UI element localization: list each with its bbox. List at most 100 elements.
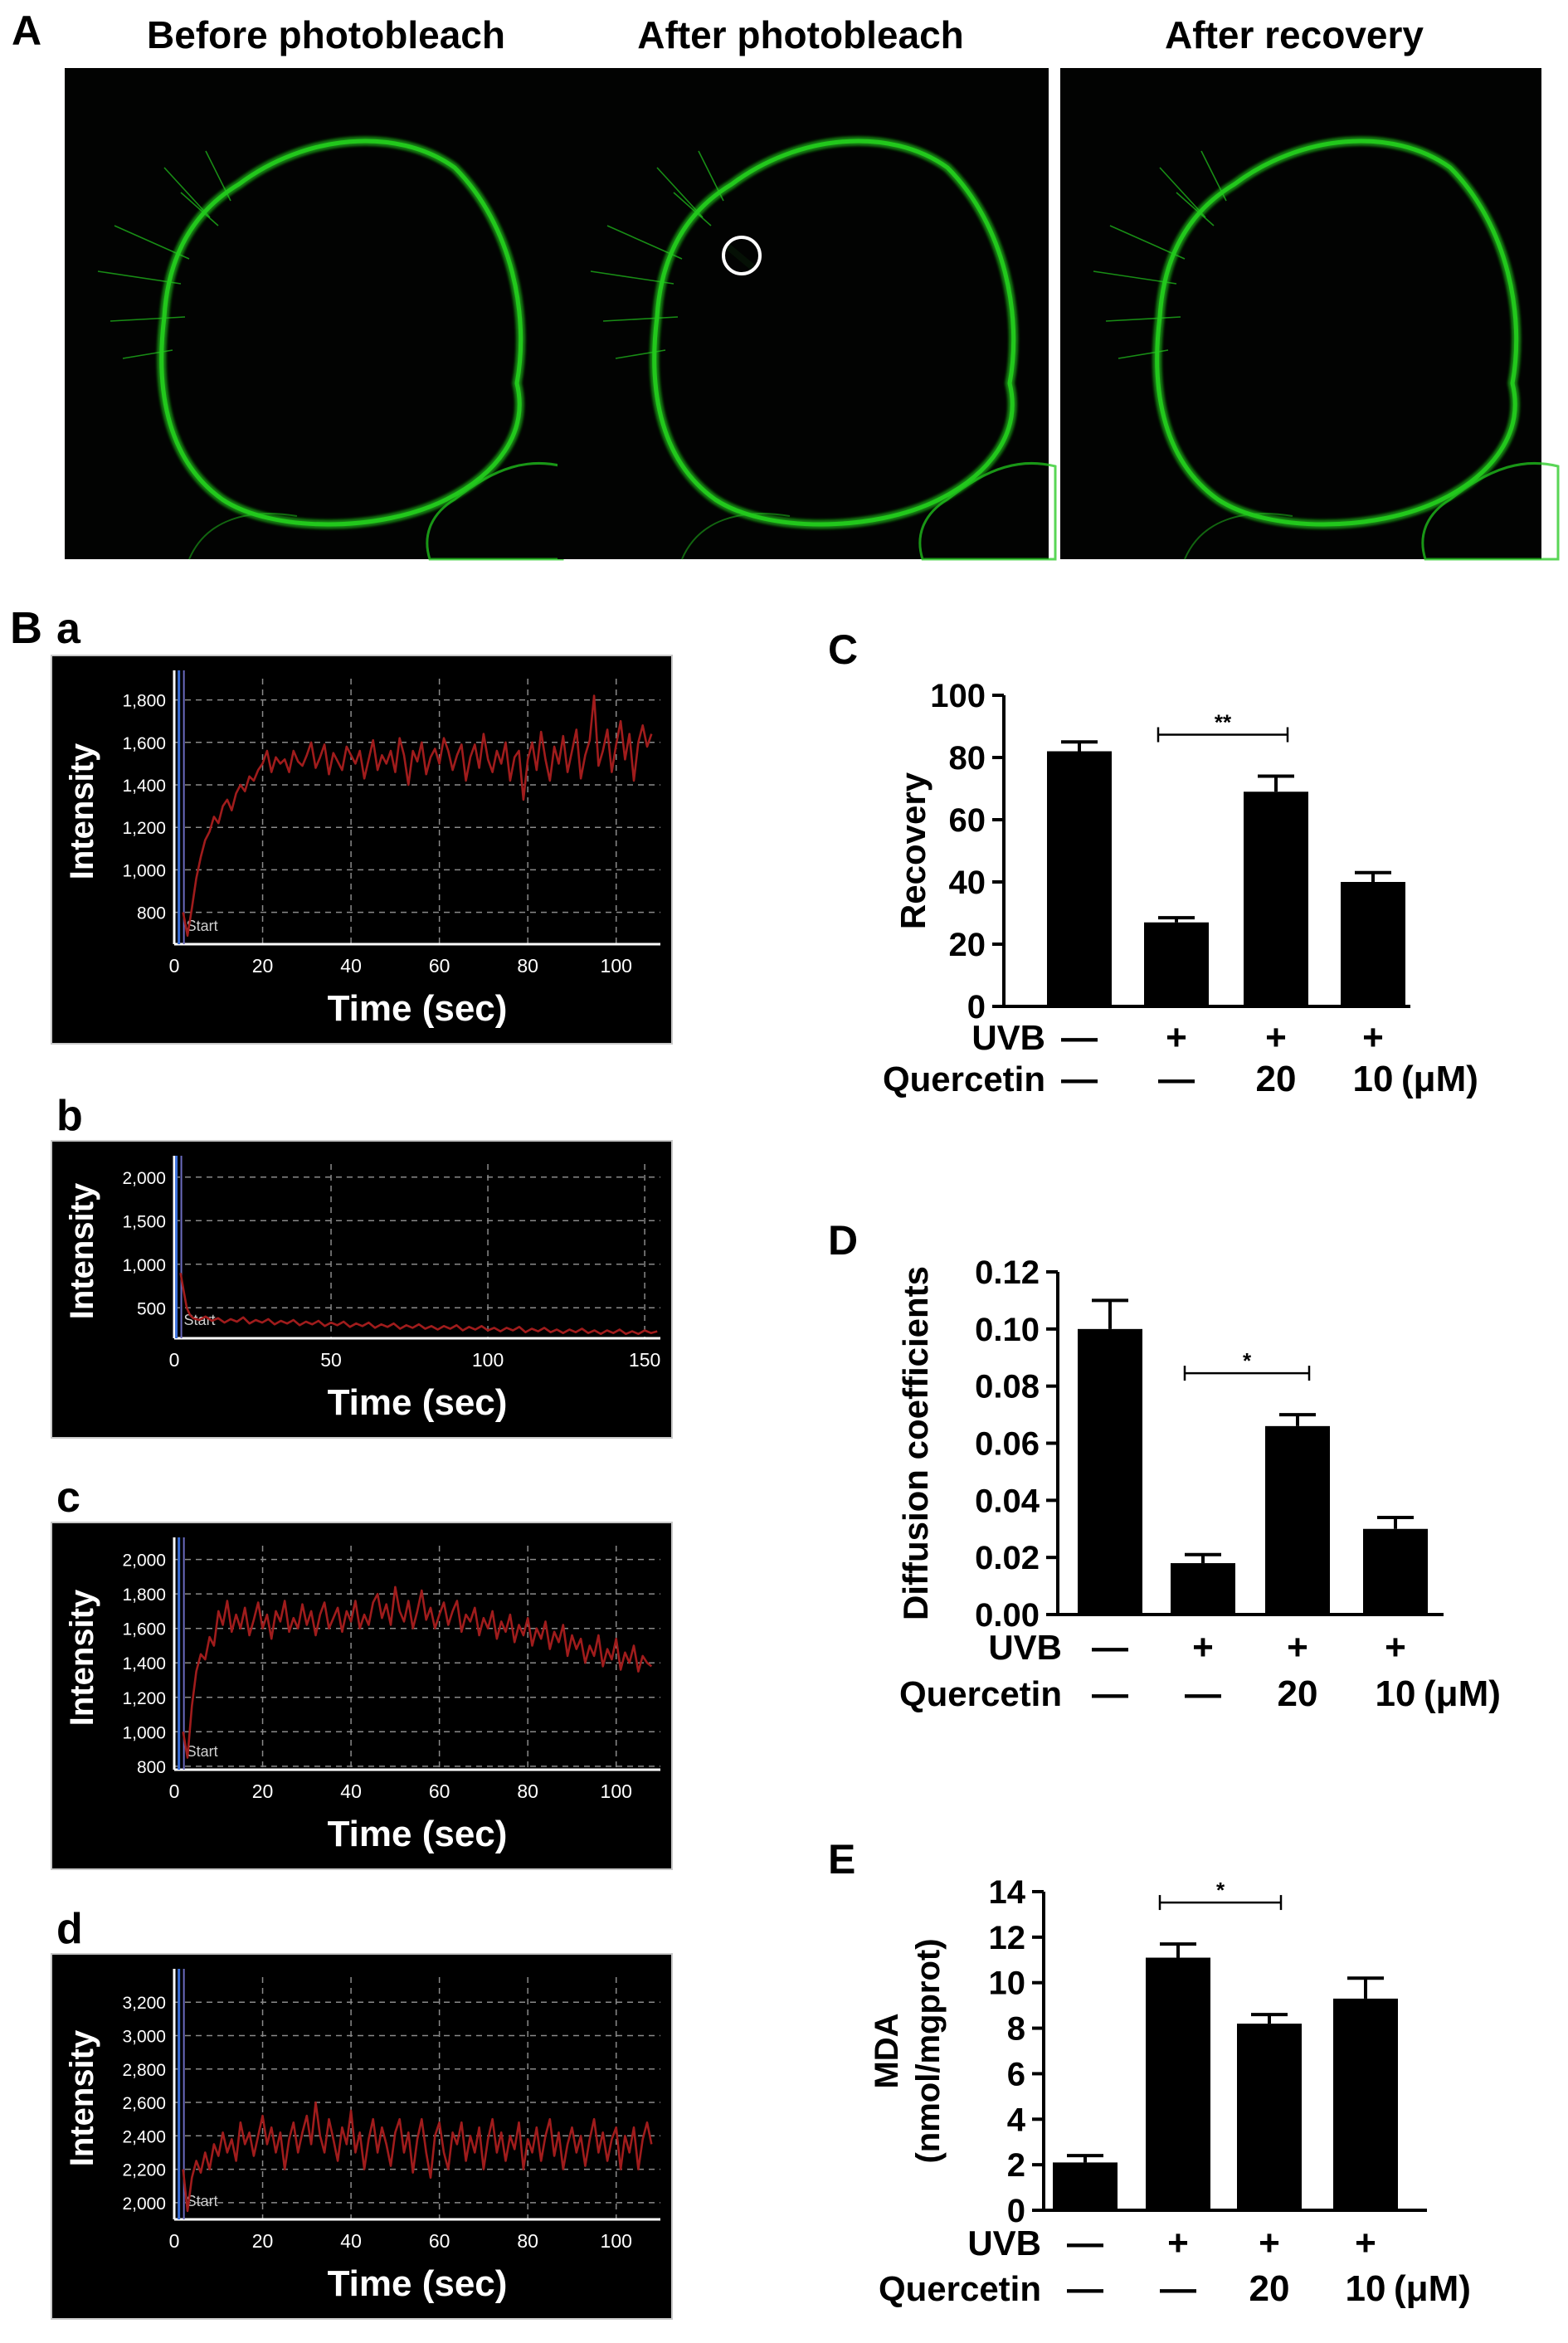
x-tick-label: 20 bbox=[252, 1780, 274, 1802]
x-tick-label: 0 bbox=[169, 2230, 180, 2252]
x-tick-label: 80 bbox=[517, 955, 538, 977]
start-marker-label: Start bbox=[187, 918, 218, 934]
x-tick-label: 100 bbox=[601, 1780, 632, 1802]
quercetin-value: 20 bbox=[1256, 1059, 1297, 1099]
quercetin-value: 10 bbox=[1346, 2268, 1386, 2309]
cell-membrane bbox=[159, 139, 523, 527]
bar bbox=[1244, 792, 1308, 1006]
filopodium bbox=[1109, 225, 1186, 260]
y-tick-label: 2,000 bbox=[122, 2194, 166, 2214]
diffusion-bar-chart: 0.00 0.02 0.04 0.06 0.08 0.10 0.12 * Diffusion c… bbox=[896, 1254, 1501, 1714]
x-tick-label: 80 bbox=[517, 1780, 538, 1802]
y-tick-label: 0.08 bbox=[975, 1369, 1040, 1405]
y-tick-label: 1,600 bbox=[122, 1620, 166, 1639]
trace-sublabel: d bbox=[56, 1905, 83, 1953]
y-tick-label: 8 bbox=[1007, 2011, 1025, 2048]
uvb-value: + bbox=[1259, 2223, 1280, 2263]
trace-background bbox=[51, 1522, 673, 1870]
panel-a: A Before photobleach After photobleach A… bbox=[12, 7, 1560, 561]
y-tick-label: 800 bbox=[137, 904, 166, 923]
panel-d-letter: D bbox=[828, 1217, 858, 1264]
panel-d: D 0.00 0.02 0.04 0.06 0.08 0.10 0.12 * Diffusion… bbox=[828, 1217, 1501, 1714]
y-axis-title: Intensity bbox=[64, 1182, 100, 1319]
quercetin-value: 20 bbox=[1249, 2268, 1290, 2309]
uvb-value: — bbox=[1092, 1627, 1128, 1668]
filopodium bbox=[1200, 150, 1227, 202]
quercetin-value: — bbox=[1067, 2268, 1103, 2309]
significance-label: ** bbox=[1215, 710, 1232, 735]
y-tick-label: 1,200 bbox=[122, 1689, 166, 1708]
quercetin-value: — bbox=[1092, 1673, 1128, 1714]
trace-background bbox=[51, 655, 673, 1045]
mda-bar-chart: 0 2 4 6 8 10 12 14 * MDA (nmol/mgprot) UVB Quercetin… bbox=[869, 1874, 1471, 2309]
y-tick-label: 1,400 bbox=[122, 777, 166, 796]
uvb-value: + bbox=[1385, 1627, 1406, 1668]
y-tick-label: 1,000 bbox=[122, 861, 166, 880]
y-tick-label: 0.04 bbox=[975, 1483, 1040, 1519]
filopodium bbox=[1093, 270, 1177, 285]
bar bbox=[1341, 882, 1405, 1006]
x-axis-title: Time (sec) bbox=[328, 988, 508, 1029]
neighbor-cell-membrane bbox=[918, 461, 1057, 561]
quercetin-value: — bbox=[1158, 1059, 1195, 1099]
x-tick-label: 100 bbox=[601, 955, 632, 977]
uvb-value: + bbox=[1166, 1017, 1187, 1058]
uvb-value: + bbox=[1167, 2223, 1189, 2263]
y-tick-label: 40 bbox=[949, 865, 986, 901]
y-tick-label: 1,400 bbox=[122, 1654, 166, 1673]
filopodium bbox=[590, 270, 674, 285]
y-tick-label: 1,800 bbox=[122, 692, 166, 711]
x-tick-label: 40 bbox=[340, 2230, 362, 2252]
y-tick-label: 1,600 bbox=[122, 734, 166, 753]
trace-sublabel: c bbox=[56, 1474, 80, 1522]
uvb-value: + bbox=[1355, 2223, 1376, 2263]
x-tick-label: 100 bbox=[601, 2230, 632, 2252]
y-tick-label: 100 bbox=[930, 678, 986, 714]
filopodium bbox=[656, 167, 704, 218]
y-tick-label: 1,000 bbox=[122, 1256, 166, 1275]
lower-cell-membrane bbox=[188, 513, 298, 560]
intensity-trace bbox=[182, 694, 653, 938]
x-tick-label: 60 bbox=[429, 1780, 450, 1802]
filopodium bbox=[1159, 167, 1206, 218]
row-label-uvb: UVB bbox=[967, 2224, 1041, 2263]
panel-c-letter: C bbox=[828, 626, 858, 673]
bar bbox=[1363, 1528, 1428, 1615]
quercetin-value: — bbox=[1185, 1673, 1221, 1714]
concentration-unit: (μM) bbox=[1424, 1673, 1501, 1714]
x-tick-label: 0 bbox=[169, 1349, 180, 1371]
fluorescence-trace-c: c 800 1,000 1,200 1,400 1,600 1,800 2,000 0 20 40 6… bbox=[51, 1474, 673, 1870]
x-axis-title: Time (sec) bbox=[328, 1382, 508, 1423]
x-tick-label: 20 bbox=[252, 2230, 274, 2252]
fluorescence-trace-a: a 800 1,000 1,200 1,400 1,600 1,800 0 20 40 60 80 10… bbox=[51, 605, 673, 1045]
y-tick-label: 14 bbox=[989, 1874, 1026, 1911]
trace-sublabel: a bbox=[56, 605, 81, 653]
quercetin-value: 10 bbox=[1376, 1673, 1416, 1714]
y-axis-title: Intensity bbox=[64, 1589, 100, 1726]
x-tick-label: 100 bbox=[472, 1349, 504, 1371]
neighbor-cell-membrane bbox=[1421, 461, 1560, 561]
filopodium bbox=[110, 316, 186, 322]
filopodium bbox=[1176, 192, 1215, 227]
microscopy-image-after-photobleach bbox=[558, 68, 1057, 561]
filopodium bbox=[180, 192, 219, 227]
filopodium bbox=[97, 270, 182, 285]
y-tick-label: 0.02 bbox=[975, 1540, 1040, 1576]
y-tick-label: 20 bbox=[949, 927, 986, 963]
y-tick-label: 2,800 bbox=[122, 2061, 166, 2080]
bleached-region bbox=[725, 243, 755, 270]
bar bbox=[1171, 1563, 1235, 1615]
x-axis-title: Time (sec) bbox=[328, 1814, 508, 1854]
y-axis-title: MDA bbox=[869, 2013, 905, 2088]
image-3-title: After recovery bbox=[1165, 13, 1424, 56]
uvb-value: + bbox=[1192, 1627, 1214, 1668]
concentration-unit: (μM) bbox=[1401, 1059, 1478, 1099]
x-tick-label: 40 bbox=[340, 955, 362, 977]
y-tick-label: 2,400 bbox=[122, 2127, 166, 2146]
trace-background bbox=[51, 1140, 673, 1439]
panel-e-letter: E bbox=[828, 1836, 855, 1883]
filopodium bbox=[673, 192, 712, 227]
filopodium bbox=[122, 349, 173, 359]
quercetin-value: — bbox=[1061, 1059, 1098, 1099]
